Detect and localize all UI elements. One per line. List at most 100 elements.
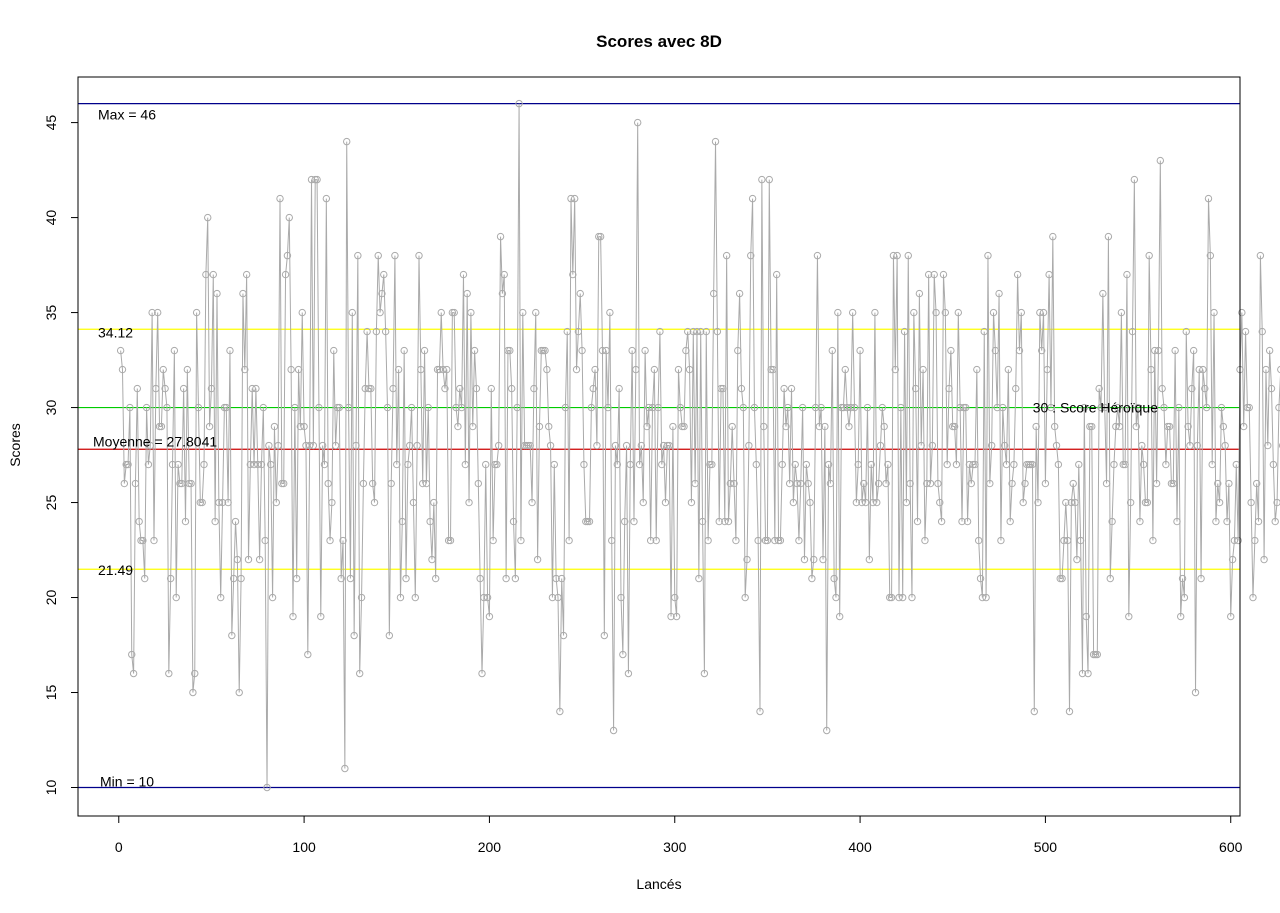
data-point bbox=[947, 346, 955, 355]
data-point bbox=[502, 574, 510, 583]
data-point bbox=[602, 346, 610, 355]
data-point bbox=[443, 365, 451, 374]
data-point bbox=[1265, 346, 1274, 355]
data-point bbox=[748, 194, 757, 203]
data-point bbox=[1113, 403, 1122, 412]
data-point bbox=[194, 403, 203, 412]
data-point bbox=[867, 460, 875, 469]
label-lower: 21.49 bbox=[98, 562, 133, 578]
data-point bbox=[204, 213, 212, 222]
data-point bbox=[661, 498, 670, 507]
data-point bbox=[178, 479, 186, 488]
data-point bbox=[815, 422, 824, 431]
data-point bbox=[1101, 403, 1109, 412]
data-point bbox=[181, 517, 190, 526]
data-point bbox=[793, 479, 801, 488]
data-point bbox=[1188, 384, 1196, 393]
data-point bbox=[1173, 517, 1181, 526]
data-point bbox=[1138, 441, 1146, 450]
data-point bbox=[1119, 460, 1127, 469]
data-point bbox=[1247, 498, 1255, 507]
data-point bbox=[987, 441, 996, 450]
data-point bbox=[776, 536, 785, 545]
data-point bbox=[667, 612, 675, 621]
data-point bbox=[772, 270, 781, 279]
data-point bbox=[672, 612, 681, 621]
data-point bbox=[878, 403, 887, 412]
data-point bbox=[513, 403, 521, 412]
data-point bbox=[1158, 384, 1166, 393]
data-point bbox=[648, 403, 657, 412]
data-point bbox=[1149, 536, 1157, 545]
data-point bbox=[1189, 346, 1198, 355]
data-point bbox=[259, 403, 268, 412]
data-point bbox=[685, 365, 694, 374]
data-point bbox=[1108, 517, 1116, 526]
data-point bbox=[1252, 479, 1261, 488]
data-point bbox=[687, 498, 696, 507]
data-point bbox=[274, 441, 282, 450]
data-point bbox=[900, 327, 909, 336]
data-point bbox=[732, 536, 740, 545]
data-point bbox=[454, 422, 462, 431]
data-point bbox=[1182, 327, 1190, 336]
data-point bbox=[187, 479, 195, 488]
data-point bbox=[1099, 289, 1107, 298]
data-point bbox=[1038, 346, 1046, 355]
data-point bbox=[821, 422, 829, 431]
data-point bbox=[758, 175, 766, 184]
data-point bbox=[817, 403, 825, 412]
data-point bbox=[341, 764, 349, 773]
data-point bbox=[641, 346, 649, 355]
data-point bbox=[1238, 308, 1246, 317]
data-point bbox=[533, 555, 542, 564]
data-point bbox=[357, 593, 366, 602]
data-point bbox=[244, 555, 253, 564]
data-point bbox=[1034, 498, 1042, 507]
data-point bbox=[1075, 460, 1083, 469]
data-point bbox=[1117, 308, 1126, 317]
data-point bbox=[330, 346, 338, 355]
data-point bbox=[782, 422, 790, 431]
data-point bbox=[209, 270, 217, 279]
data-point bbox=[1093, 650, 1102, 659]
data-point bbox=[626, 460, 634, 469]
data-point bbox=[430, 498, 438, 507]
data-point bbox=[396, 593, 405, 602]
data-point bbox=[1254, 517, 1263, 526]
data-point bbox=[348, 308, 356, 317]
data-point bbox=[1212, 517, 1220, 526]
data-point bbox=[1102, 479, 1111, 488]
data-point bbox=[552, 574, 560, 583]
data-point bbox=[682, 346, 690, 355]
data-point bbox=[556, 707, 564, 716]
data-point bbox=[854, 460, 862, 469]
data-point bbox=[465, 498, 473, 507]
data-point bbox=[309, 441, 318, 450]
y-tick-label: 30 bbox=[43, 400, 59, 416]
data-point bbox=[383, 403, 392, 412]
data-point bbox=[168, 460, 177, 469]
data-point bbox=[318, 441, 327, 450]
data-point bbox=[952, 460, 961, 469]
data-point bbox=[624, 669, 633, 678]
data-point bbox=[752, 460, 760, 469]
data-point bbox=[1039, 308, 1048, 317]
data-point bbox=[824, 460, 833, 469]
data-point bbox=[760, 422, 768, 431]
data-point bbox=[526, 441, 534, 450]
data-point bbox=[1002, 460, 1011, 469]
data-point bbox=[1054, 460, 1063, 469]
data-point bbox=[1019, 498, 1027, 507]
data-point bbox=[313, 175, 321, 184]
data-point bbox=[211, 517, 219, 526]
data-point bbox=[346, 574, 355, 583]
data-point bbox=[170, 346, 179, 355]
data-point bbox=[967, 479, 975, 488]
data-point bbox=[639, 498, 647, 507]
data-point bbox=[1143, 498, 1152, 507]
data-point bbox=[904, 251, 912, 260]
data-point bbox=[417, 365, 425, 374]
data-point bbox=[567, 194, 575, 203]
data-point bbox=[939, 270, 948, 279]
